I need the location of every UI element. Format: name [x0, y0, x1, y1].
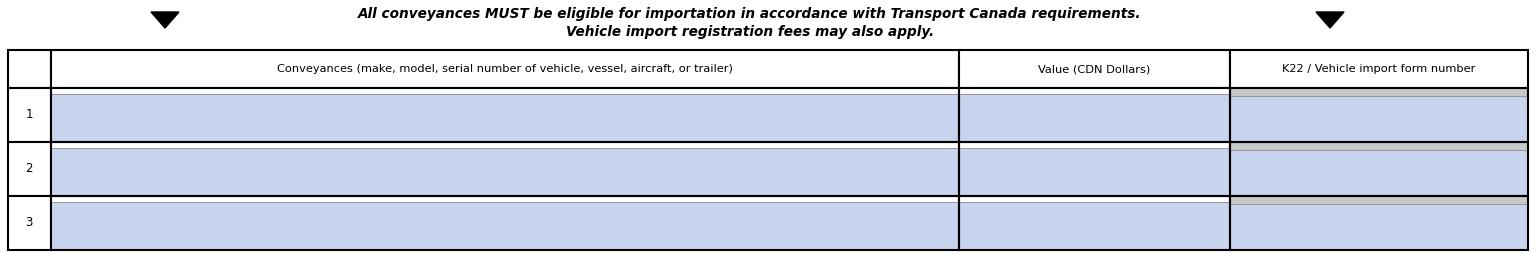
Bar [1229, 204, 1528, 250]
Bar [8, 142, 51, 196]
Bar [1229, 150, 1528, 196]
Bar [51, 196, 958, 250]
Bar [958, 94, 1229, 142]
Text: Conveyances (make, model, serial number of vehicle, vessel, aircraft, or trailer: Conveyances (make, model, serial number … [276, 64, 733, 74]
Bar [1229, 142, 1528, 150]
Bar [958, 142, 1229, 196]
Bar [51, 196, 958, 202]
Bar [1229, 142, 1528, 196]
Bar [51, 149, 958, 196]
Bar [8, 88, 51, 142]
Bar [1229, 196, 1528, 204]
Text: K22 / Vehicle import form number: K22 / Vehicle import form number [1283, 64, 1476, 74]
Bar [51, 202, 958, 250]
Text: All conveyances MUST be eligible for importation in accordance with Transport Ca: All conveyances MUST be eligible for imp… [358, 7, 1141, 21]
Bar [51, 88, 958, 142]
Bar [958, 88, 1229, 94]
Text: Vehicle import registration fees may also apply.: Vehicle import registration fees may als… [565, 25, 934, 39]
Text: 3: 3 [26, 216, 32, 230]
Bar [1229, 96, 1528, 142]
Bar [958, 196, 1229, 250]
Bar [958, 196, 1229, 202]
Bar [1229, 88, 1528, 142]
Polygon shape [1316, 12, 1344, 28]
Polygon shape [151, 12, 180, 28]
Bar [8, 50, 51, 88]
Bar [1229, 196, 1528, 250]
Bar [1229, 50, 1528, 88]
Bar [51, 142, 958, 149]
Bar [51, 50, 958, 88]
Bar [958, 88, 1229, 142]
Bar [51, 88, 958, 94]
Text: 1: 1 [26, 108, 34, 121]
Bar [958, 50, 1229, 88]
Bar [51, 94, 958, 142]
Bar [8, 196, 51, 250]
Bar [958, 202, 1229, 250]
Bar [1229, 88, 1528, 96]
Bar [51, 142, 958, 196]
Bar [958, 149, 1229, 196]
Bar [958, 142, 1229, 149]
Text: Value (CDN Dollars): Value (CDN Dollars) [1038, 64, 1150, 74]
Text: 2: 2 [26, 163, 34, 176]
